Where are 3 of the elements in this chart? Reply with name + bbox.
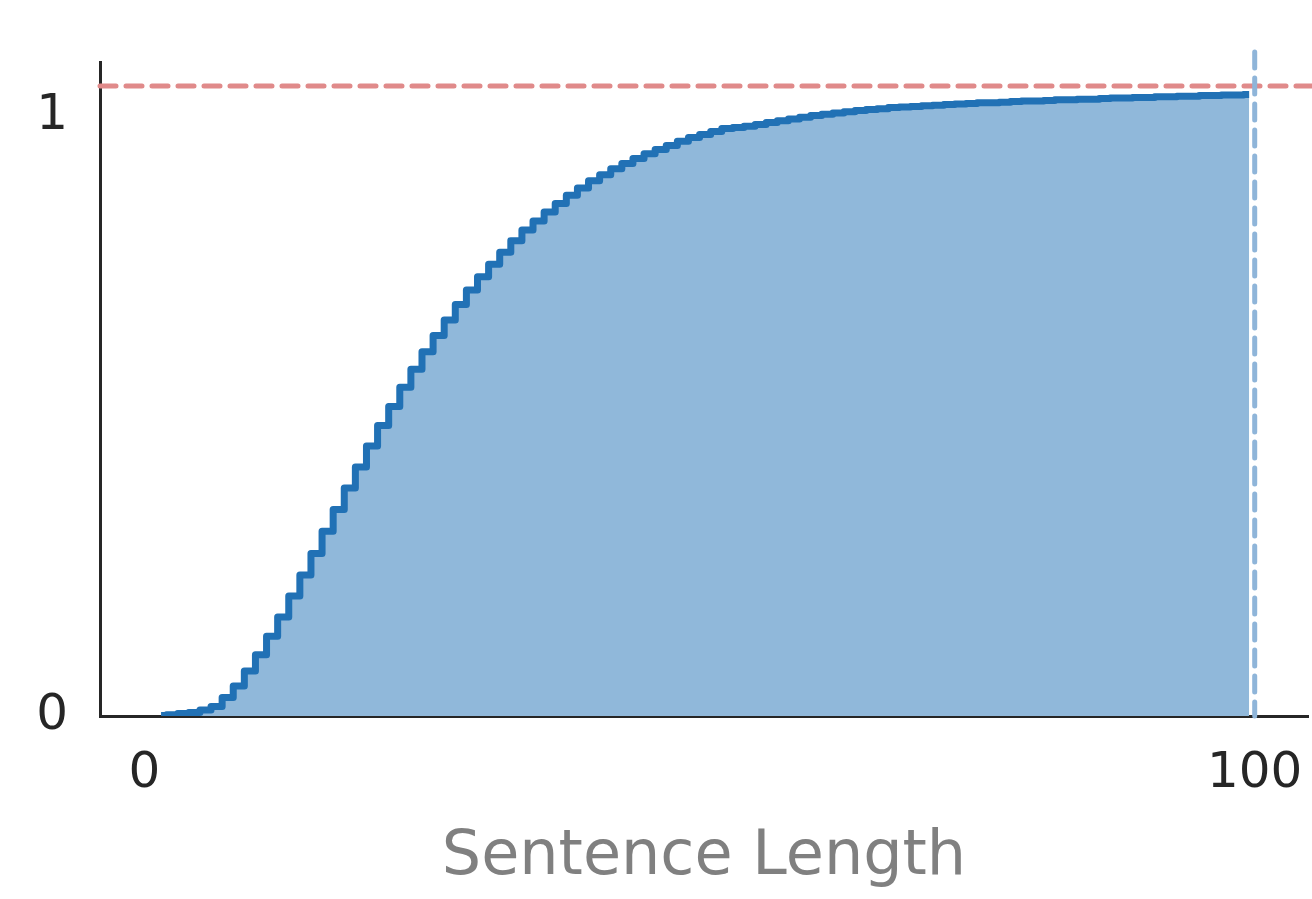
x-axis-title: Sentence Length (441, 815, 967, 889)
y-tick-label: 1 (36, 82, 68, 141)
x-tick-label: 100 (1206, 740, 1303, 799)
